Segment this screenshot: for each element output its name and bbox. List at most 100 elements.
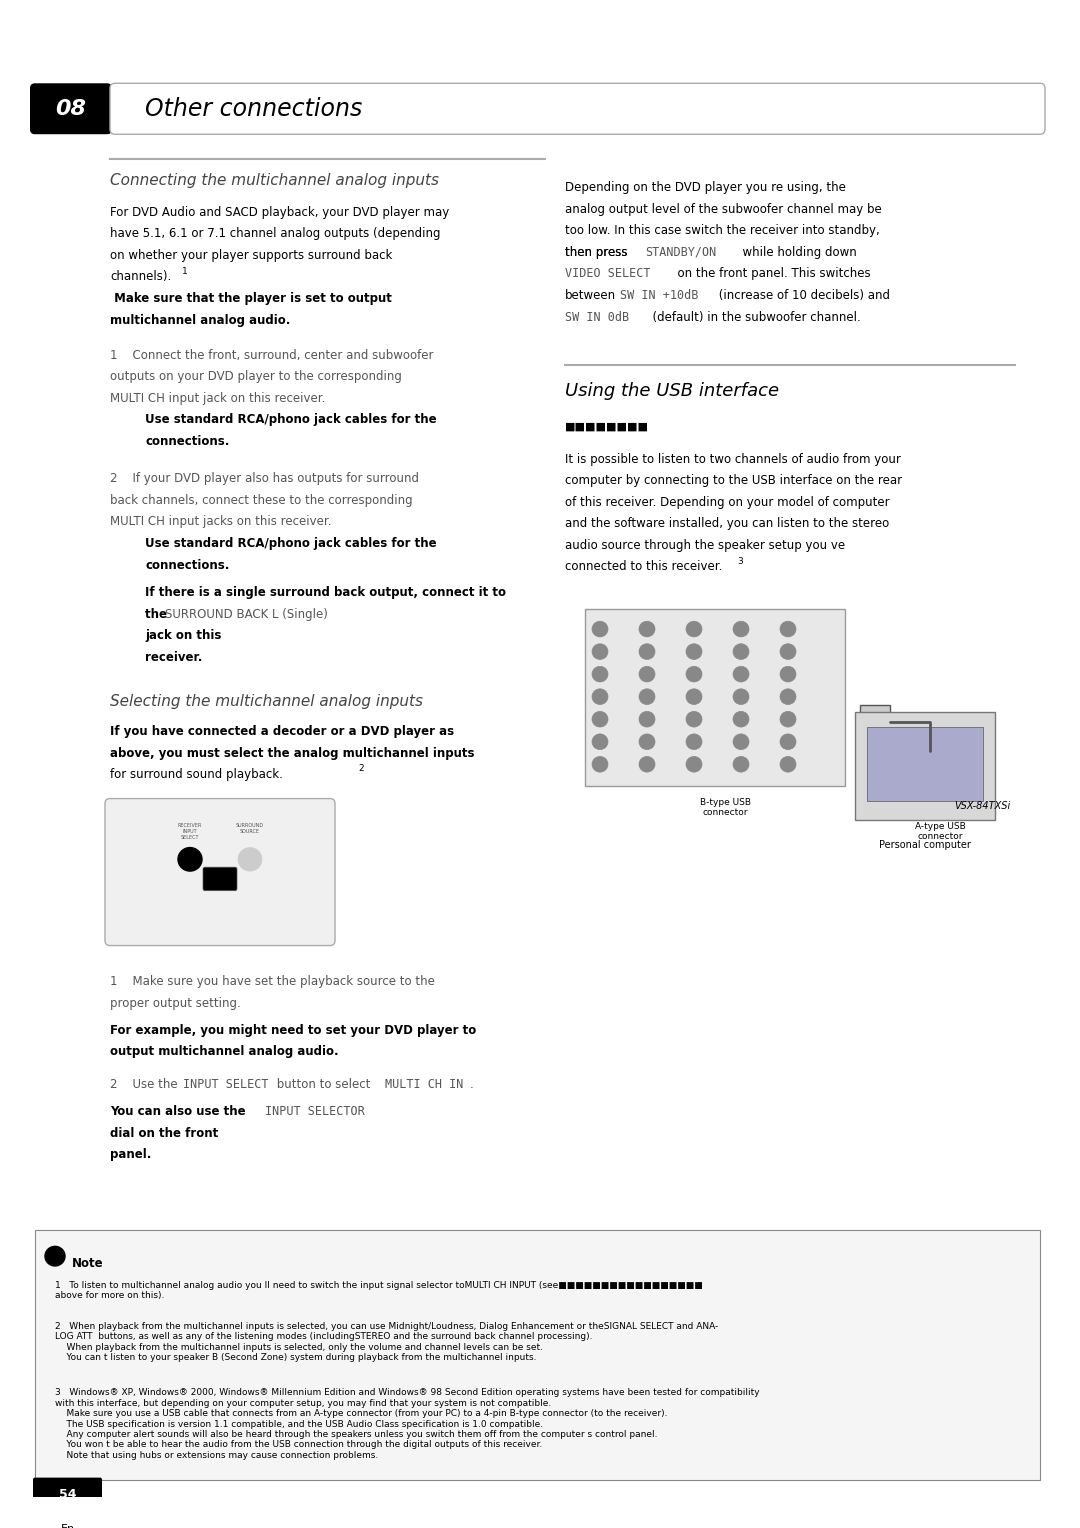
Text: SW IN +10dB: SW IN +10dB — [620, 289, 699, 303]
Circle shape — [686, 733, 702, 750]
Text: output multichannel analog audio.: output multichannel analog audio. — [110, 1045, 339, 1059]
Text: Connecting the multichannel analog inputs: Connecting the multichannel analog input… — [110, 174, 438, 188]
Text: on the front panel. This switches: on the front panel. This switches — [670, 267, 870, 281]
Circle shape — [639, 689, 654, 704]
Circle shape — [686, 643, 702, 660]
Text: and the software installed, you can listen to the stereo: and the software installed, you can list… — [565, 518, 889, 530]
Circle shape — [733, 733, 750, 750]
Text: while holding down: while holding down — [735, 246, 856, 258]
Text: RECEIVER
INPUT
SELECT: RECEIVER INPUT SELECT — [178, 824, 202, 840]
Text: between: between — [565, 289, 616, 303]
Text: (default) in the subwoofer channel.: (default) in the subwoofer channel. — [645, 310, 861, 324]
Text: It is possible to listen to two channels of audio from your: It is possible to listen to two channels… — [565, 452, 901, 466]
Circle shape — [45, 1247, 65, 1267]
Circle shape — [733, 643, 750, 660]
Text: Use standard RCA/phono jack cables for the: Use standard RCA/phono jack cables for t… — [145, 414, 436, 426]
Text: You can also use the: You can also use the — [110, 1105, 245, 1118]
Text: 3: 3 — [737, 556, 743, 565]
FancyBboxPatch shape — [30, 84, 112, 134]
Text: connections.: connections. — [145, 435, 229, 448]
Circle shape — [780, 756, 796, 772]
Circle shape — [780, 733, 796, 750]
Circle shape — [780, 689, 796, 704]
FancyBboxPatch shape — [203, 868, 237, 891]
Circle shape — [733, 689, 750, 704]
Text: SURROUND
SOURCE: SURROUND SOURCE — [235, 824, 265, 834]
Circle shape — [639, 756, 654, 772]
Circle shape — [686, 712, 702, 727]
Text: STANDBY/ON: STANDBY/ON — [645, 246, 716, 258]
Bar — [867, 727, 983, 801]
Text: For DVD Audio and SACD playback, your DVD player may: For DVD Audio and SACD playback, your DV… — [110, 206, 449, 219]
Text: SW IN 0dB: SW IN 0dB — [565, 310, 630, 324]
Bar — [860, 706, 890, 740]
Text: ■■■■■■■■: ■■■■■■■■ — [565, 422, 649, 431]
Text: analog output level of the subwoofer channel may be: analog output level of the subwoofer cha… — [565, 203, 881, 215]
Text: connected to this receiver.: connected to this receiver. — [565, 561, 723, 573]
Text: button to select: button to select — [273, 1077, 374, 1091]
Circle shape — [780, 666, 796, 681]
Circle shape — [639, 712, 654, 727]
Circle shape — [733, 756, 750, 772]
Circle shape — [639, 643, 654, 660]
Text: Make sure that the player is set to output: Make sure that the player is set to outp… — [110, 292, 392, 306]
Text: proper output setting.: proper output setting. — [110, 996, 241, 1010]
Text: (increase of 10 decibels) and: (increase of 10 decibels) and — [715, 289, 890, 303]
Circle shape — [639, 733, 654, 750]
Text: on whether your player supports surround back: on whether your player supports surround… — [110, 249, 392, 261]
Text: Selecting the multichannel analog inputs: Selecting the multichannel analog inputs — [110, 694, 423, 709]
Text: of this receiver. Depending on your model of computer: of this receiver. Depending on your mode… — [565, 495, 890, 509]
Text: Using the USB interface: Using the USB interface — [565, 382, 779, 400]
Text: A-type USB
connector: A-type USB connector — [915, 822, 966, 842]
Circle shape — [686, 756, 702, 772]
Circle shape — [238, 848, 262, 871]
Circle shape — [780, 643, 796, 660]
Text: 3   Windows® XP, Windows® 2000, Windows® Millennium Edition and Windows® 98 Seco: 3 Windows® XP, Windows® 2000, Windows® M… — [55, 1389, 759, 1459]
Text: Personal computer: Personal computer — [879, 840, 971, 850]
Text: have 5.1, 6.1 or 7.1 channel analog outputs (depending: have 5.1, 6.1 or 7.1 channel analog outp… — [110, 228, 441, 240]
Text: B-type USB
connector: B-type USB connector — [700, 798, 751, 817]
Text: too low. In this case switch the receiver into standby,: too low. In this case switch the receive… — [565, 225, 880, 237]
Text: MULTI CH input jack on this receiver.: MULTI CH input jack on this receiver. — [110, 393, 325, 405]
Text: 1    Connect the front, surround, center and subwoofer: 1 Connect the front, surround, center an… — [110, 348, 433, 362]
Text: VSX-84TXSi: VSX-84TXSi — [954, 801, 1010, 810]
Text: VIDEO SELECT: VIDEO SELECT — [565, 267, 650, 281]
Circle shape — [592, 756, 608, 772]
Text: multichannel analog audio.: multichannel analog audio. — [110, 313, 291, 327]
Circle shape — [780, 712, 796, 727]
Circle shape — [592, 643, 608, 660]
Text: back channels, connect these to the corresponding: back channels, connect these to the corr… — [110, 494, 413, 507]
Circle shape — [733, 712, 750, 727]
Text: En: En — [60, 1523, 76, 1528]
Circle shape — [780, 622, 796, 637]
Bar — [855, 712, 995, 821]
Text: audio source through the speaker setup you ve: audio source through the speaker setup y… — [565, 539, 846, 552]
Circle shape — [639, 666, 654, 681]
Circle shape — [592, 712, 608, 727]
Text: channels).: channels). — [110, 270, 172, 283]
Text: connections.: connections. — [145, 559, 229, 571]
Text: outputs on your DVD player to the corresponding: outputs on your DVD player to the corres… — [110, 370, 402, 384]
Circle shape — [733, 622, 750, 637]
Text: .: . — [470, 1077, 474, 1091]
Bar — [915, 762, 945, 787]
Text: the: the — [145, 608, 171, 620]
Text: 1   To listen to multichannel analog audio you ll need to switch the input signa: 1 To listen to multichannel analog audio… — [55, 1280, 703, 1300]
Circle shape — [592, 666, 608, 681]
Text: MULTI CH IN: MULTI CH IN — [384, 1077, 463, 1091]
Text: SURROUND BACK L (Single): SURROUND BACK L (Single) — [165, 608, 332, 620]
Text: computer by connecting to the USB interface on the rear: computer by connecting to the USB interf… — [565, 474, 902, 487]
Circle shape — [178, 848, 202, 871]
FancyBboxPatch shape — [110, 84, 1045, 134]
Text: For example, you might need to set your DVD player to: For example, you might need to set your … — [110, 1024, 476, 1038]
Text: for surround sound playback.: for surround sound playback. — [110, 769, 283, 781]
Text: Note: Note — [72, 1258, 104, 1270]
Text: then press: then press — [565, 246, 635, 258]
Circle shape — [592, 622, 608, 637]
FancyBboxPatch shape — [105, 799, 335, 946]
Circle shape — [686, 689, 702, 704]
Text: If there is a single surround back output, connect it to: If there is a single surround back outpu… — [145, 585, 507, 599]
FancyBboxPatch shape — [35, 1230, 1040, 1479]
Circle shape — [686, 622, 702, 637]
Text: Other connections: Other connections — [145, 96, 362, 121]
